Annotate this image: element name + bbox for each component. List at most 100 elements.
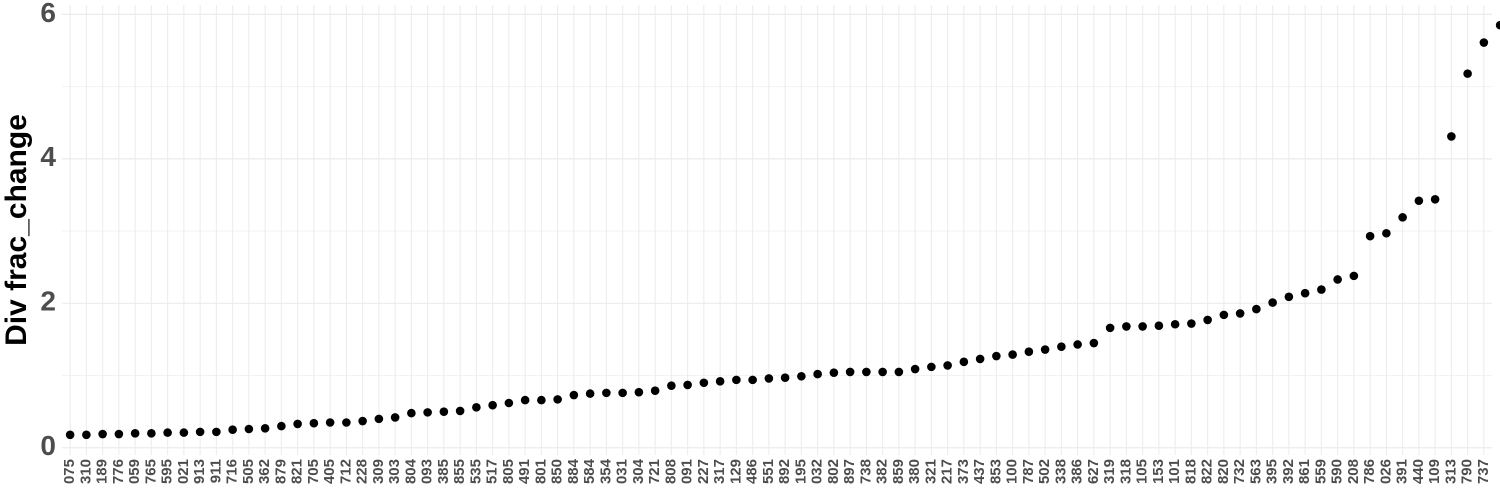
x-tick-label: 850: [549, 459, 566, 484]
x-tick-label: 437: [971, 459, 988, 484]
point: [1252, 304, 1261, 314]
x-tick-label: 859: [890, 459, 907, 484]
x-tick-label: 392: [1280, 459, 1297, 484]
x-tick-label: 712: [337, 459, 354, 484]
x-tick-label: 321: [922, 459, 939, 484]
x-tick-label: 354: [597, 458, 614, 484]
point: [130, 429, 140, 438]
x-tick-label: 109: [1426, 459, 1443, 484]
x-tick-label: 373: [955, 459, 972, 484]
x-tick-label: 535: [467, 459, 484, 484]
point: [1105, 323, 1115, 333]
x-tick-label: 818: [1182, 459, 1199, 484]
point: [325, 418, 335, 427]
point: [228, 425, 237, 435]
point: [1284, 292, 1294, 302]
y-tick-label: 2: [40, 286, 56, 317]
x-tick-label: 505: [240, 459, 257, 484]
x-tick-label: 804: [402, 458, 419, 484]
x-tick-label: 805: [500, 459, 517, 484]
point: [1365, 231, 1375, 241]
x-tick-label: 716: [224, 459, 241, 484]
y-tick-label: 0: [40, 430, 56, 461]
x-tick-label: 391: [1394, 459, 1411, 484]
point: [455, 406, 465, 416]
x-tick-label: 382: [874, 459, 891, 484]
point: [1154, 321, 1164, 331]
point: [1349, 271, 1359, 281]
point: [1138, 322, 1147, 331]
point: [553, 395, 562, 404]
x-tick-label: 559: [1312, 459, 1329, 484]
x-tick-label: 105: [1134, 459, 1151, 484]
x-tick-label: 026: [1377, 459, 1394, 484]
point: [520, 395, 530, 405]
x-tick-label: 129: [727, 459, 744, 484]
x-tick-label: 440: [1410, 459, 1427, 484]
x-tick-label: 395: [1264, 459, 1281, 484]
point: [894, 367, 904, 377]
point: [943, 361, 952, 370]
point: [1057, 342, 1066, 351]
x-tick-label: 590: [1329, 459, 1346, 484]
point: [212, 427, 221, 437]
x-tick-label: 208: [1345, 459, 1362, 484]
x-tick-label: 584: [581, 458, 598, 484]
x-tick-label: 884: [565, 458, 582, 484]
x-tick-label: 853: [987, 459, 1004, 484]
point: [829, 368, 839, 377]
y-axis-title: Div frac_change: [0, 114, 33, 346]
point: [845, 367, 855, 377]
y-tick-label: 6: [40, 0, 56, 28]
x-tick-label: 879: [272, 459, 289, 484]
point: [602, 388, 611, 398]
point: [1073, 340, 1082, 349]
x-tick-label: 913: [191, 459, 208, 484]
point: [780, 373, 790, 383]
x-tick-label: 563: [1247, 459, 1264, 484]
x-tick-label: 855: [451, 459, 468, 484]
x-tick-label: 551: [760, 459, 777, 484]
x-tick-label: 820: [1215, 459, 1232, 484]
x-tick-label: 338: [1052, 459, 1069, 484]
point: [1219, 310, 1229, 320]
x-tick-label: 765: [142, 459, 159, 484]
point: [1122, 322, 1131, 331]
point: [585, 389, 595, 398]
x-tick-label: 502: [1036, 459, 1053, 484]
x-tick-label: 808: [662, 459, 679, 484]
x-tick-label: 059: [126, 459, 143, 484]
point: [1495, 20, 1500, 30]
x-tick-label: 627: [1085, 459, 1102, 484]
point: [147, 429, 156, 438]
point: [813, 369, 822, 379]
x-tick-label: 822: [1199, 459, 1216, 484]
point: [1008, 350, 1017, 359]
point: [1463, 69, 1472, 78]
x-tick-label: 309: [370, 459, 387, 484]
x-tick-label: 195: [792, 459, 809, 484]
point: [114, 429, 124, 439]
point: [1414, 196, 1424, 206]
point: [309, 418, 319, 428]
x-tick-label: 738: [857, 459, 874, 484]
x-tick-label: 303: [386, 459, 403, 484]
x-tick-label: 304: [630, 458, 647, 484]
point: [1187, 319, 1196, 328]
point: [504, 398, 514, 408]
point: [277, 421, 286, 431]
x-tick-label: 075: [61, 459, 78, 484]
point: [1268, 298, 1277, 307]
point: [1300, 288, 1310, 298]
x-tick-label: 228: [354, 459, 371, 484]
point: [1040, 345, 1050, 354]
x-tick-label: 021: [175, 459, 192, 484]
point: [1203, 315, 1212, 325]
x-tick-label: 153: [1150, 459, 1167, 484]
x-tick-label: 801: [532, 459, 549, 484]
x-tick-label: 821: [289, 459, 306, 484]
point: [244, 424, 254, 434]
point: [488, 400, 497, 410]
point: [439, 407, 449, 416]
